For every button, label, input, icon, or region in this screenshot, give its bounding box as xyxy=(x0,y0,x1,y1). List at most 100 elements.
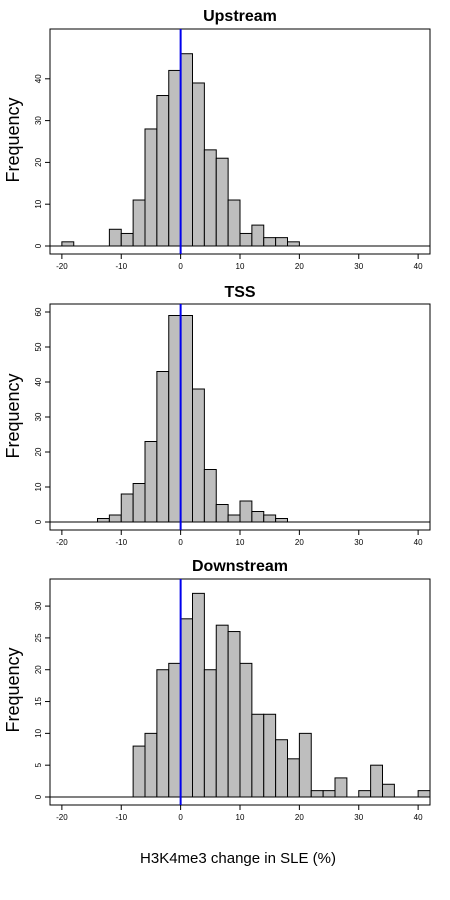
x-tick-label: -10 xyxy=(115,538,127,547)
y-tick-label: 30 xyxy=(34,601,43,610)
x-tick-label: -20 xyxy=(56,262,68,271)
y-tick-label: 20 xyxy=(34,157,43,166)
y-tick-label: 40 xyxy=(34,377,43,386)
y-tick-label: 15 xyxy=(34,697,43,706)
histogram-bar xyxy=(263,713,277,798)
histogram-bar xyxy=(156,371,170,523)
histogram-bar xyxy=(180,315,193,523)
y-tick-label: 30 xyxy=(34,116,43,125)
histogram-bar xyxy=(132,199,146,247)
panel-tss: TSS Frequency -20 -10 0 10 20 30 40 0 10 20 30 40 50… xyxy=(3,284,431,547)
histogram-bar xyxy=(215,157,229,247)
histogram-bar xyxy=(251,224,265,247)
histogram-bar xyxy=(180,53,193,247)
x-tick-label: 20 xyxy=(295,538,304,547)
y-tick-label: 20 xyxy=(34,447,43,456)
histogram-bar xyxy=(251,511,265,523)
bars-upstream xyxy=(50,53,430,247)
y-tick-label: 10 xyxy=(34,199,43,208)
histogram-bar xyxy=(215,624,229,798)
histogram-bar xyxy=(203,149,217,247)
histogram-bar xyxy=(251,713,265,798)
x-tick-label: -10 xyxy=(115,262,127,271)
histogram-bar xyxy=(192,592,205,798)
x-tick-label: 0 xyxy=(178,813,183,822)
histogram-bar xyxy=(144,732,158,798)
y-tick-label: 30 xyxy=(34,412,43,421)
x-tick-label: 0 xyxy=(178,262,183,271)
x-tick-label: 30 xyxy=(354,262,363,271)
y-tick-label: 40 xyxy=(34,74,43,83)
panel-title-tss: TSS xyxy=(224,284,255,301)
histogram-bar xyxy=(358,790,372,798)
histogram-bar xyxy=(97,518,110,523)
panel-downstream: Downstream Frequency -20 -10 0 10 20 30 40 0 5 10… xyxy=(3,558,431,822)
x-tick-label: 30 xyxy=(354,813,363,822)
histogram-bar xyxy=(227,199,241,247)
x-tick-label: 40 xyxy=(414,538,423,547)
bars-downstream xyxy=(50,592,430,798)
histogram-bar xyxy=(298,732,312,798)
histogram-bar xyxy=(168,315,182,523)
histogram-bar xyxy=(334,777,348,798)
histogram-bar xyxy=(263,514,277,523)
y-tick-label: 10 xyxy=(34,728,43,737)
panel-title-upstream: Upstream xyxy=(203,8,277,25)
histogram-bar xyxy=(263,237,277,247)
y-tick-label: 0 xyxy=(34,794,43,799)
x-tick-label: -20 xyxy=(56,538,68,547)
y-tick-label: 5 xyxy=(34,762,43,767)
x-tick-label: 20 xyxy=(295,813,304,822)
y-tick-label: 25 xyxy=(34,633,43,642)
x-tick-label: 30 xyxy=(354,538,363,547)
y-tick-label: 0 xyxy=(34,519,43,524)
x-tick-label: -10 xyxy=(115,813,127,822)
y-axis-label-tss: Frequency xyxy=(3,373,23,458)
y-tick-label: 10 xyxy=(34,482,43,491)
histogram-bar xyxy=(275,518,288,523)
histogram-bar xyxy=(287,758,300,798)
x-tick-label: 10 xyxy=(236,813,245,822)
x-tick-label: 20 xyxy=(295,262,304,271)
x-tick-label: 0 xyxy=(178,538,183,547)
histogram-bar xyxy=(108,514,122,523)
bars-tss xyxy=(50,315,430,523)
histogram-bar xyxy=(144,128,158,247)
histogram-bar xyxy=(275,739,288,798)
histogram-bar xyxy=(192,388,205,523)
x-tick-label: 40 xyxy=(414,813,423,822)
histogram-bar xyxy=(310,790,324,798)
y-tick-label: 60 xyxy=(34,307,43,316)
histogram-bar xyxy=(144,441,158,523)
histogram-bar xyxy=(108,228,122,247)
histogram-bar xyxy=(215,504,229,523)
histogram-bar xyxy=(239,662,253,798)
histogram-bar xyxy=(61,241,75,247)
histogram-bar xyxy=(120,232,134,247)
x-tick-label: -20 xyxy=(56,813,68,822)
histogram-bar xyxy=(417,790,430,798)
histogram-bar xyxy=(239,500,253,523)
panel-title-downstream: Downstream xyxy=(192,558,288,575)
histogram-bar xyxy=(227,514,241,523)
y-axis-label-downstream: Frequency xyxy=(3,647,23,732)
panel-upstream: Upstream Frequency -20 -10 0 10 20 30 40 0 10 20 3… xyxy=(3,8,431,271)
histogram-bar xyxy=(275,237,288,247)
y-tick-label: 50 xyxy=(34,342,43,351)
histogram-bar xyxy=(156,95,170,247)
histogram-bar xyxy=(322,790,336,798)
histogram-bar xyxy=(382,783,395,798)
histogram-bar xyxy=(192,82,205,247)
histogram-bar xyxy=(132,483,146,523)
histogram-bar xyxy=(287,241,300,247)
x-tick-label: 10 xyxy=(236,262,245,271)
histogram-bar xyxy=(239,232,253,247)
y-tick-label: 20 xyxy=(34,665,43,674)
x-tick-label: 40 xyxy=(414,262,423,271)
histogram-bar xyxy=(370,764,383,798)
histogram-bar xyxy=(203,469,217,523)
y-tick-label: 0 xyxy=(34,243,43,248)
x-axis-label: H3K4me3 change in SLE (%) xyxy=(140,850,336,867)
histogram-bar xyxy=(203,669,217,798)
